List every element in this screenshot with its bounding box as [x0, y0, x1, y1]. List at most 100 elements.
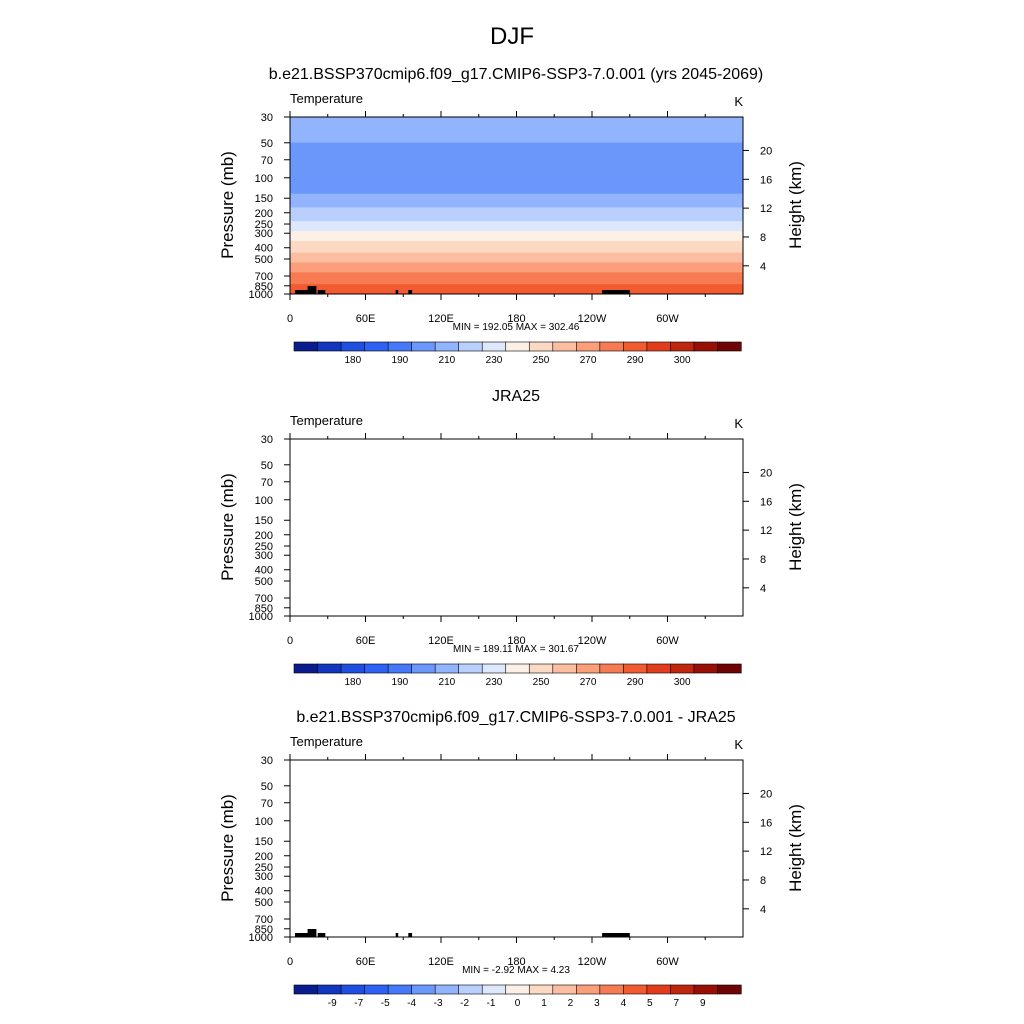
y-axis-right-title: Height (km)	[786, 804, 805, 892]
x-tick-label: 60W	[656, 956, 679, 968]
field-band	[290, 587, 743, 590]
field-band	[290, 488, 743, 491]
field-band	[290, 583, 743, 586]
field-band	[290, 441, 743, 444]
y-right-tick-label: 16	[760, 496, 772, 508]
colorbar-box	[670, 663, 695, 674]
field-band	[290, 543, 743, 546]
field-band	[290, 512, 743, 515]
y-tick-label: 50	[261, 138, 273, 150]
colorbar-box	[481, 984, 507, 995]
topography-block	[408, 290, 413, 294]
x-tick-label: 120W	[578, 313, 607, 325]
colorbar-label: 210	[439, 677, 456, 688]
field-band	[290, 486, 743, 489]
y-right-tick-label: 20	[760, 788, 772, 800]
field-band	[290, 236, 743, 240]
field-band	[290, 459, 743, 462]
field-band	[290, 282, 743, 285]
colorbar: 180 190 210 230 250 270 290 300	[293, 341, 742, 366]
field-feature	[517, 863, 618, 883]
field-band	[290, 770, 743, 773]
field-band	[290, 549, 743, 552]
colorbar-label: 180	[344, 677, 361, 688]
field-band	[290, 778, 743, 781]
field-band	[290, 892, 743, 895]
field-band	[290, 799, 743, 802]
field-band	[290, 290, 743, 293]
colorbar-box	[364, 341, 389, 352]
field-band	[290, 179, 743, 183]
y-tick-label: 30	[261, 434, 273, 446]
colorbar: 180 190 210 230 250 270 290 300	[293, 663, 742, 688]
field-band	[290, 768, 743, 771]
field-band	[290, 199, 743, 203]
y-right-tick-label: 20	[760, 467, 772, 479]
y-tick-label: 50	[261, 460, 273, 472]
colorbar-box	[340, 663, 366, 674]
colorbar-box	[340, 341, 366, 352]
y-tick-label: 300	[255, 871, 273, 883]
field-band	[290, 870, 743, 873]
field-band	[290, 183, 743, 187]
field-band	[290, 156, 743, 159]
field-band	[290, 260, 743, 264]
field-band	[290, 878, 743, 881]
field-band	[290, 843, 743, 846]
field-band	[290, 539, 743, 542]
field-band	[290, 227, 743, 230]
field-band	[290, 801, 743, 804]
plot-frame	[289, 759, 744, 938]
field-band	[290, 561, 743, 564]
field-band	[290, 585, 743, 588]
colorbar-box	[528, 984, 554, 995]
x-tick-label: 0	[287, 956, 293, 968]
field-band	[290, 474, 743, 477]
field-band	[290, 272, 743, 275]
field-band	[290, 195, 743, 199]
colorbar-label: 180	[344, 355, 361, 366]
field-band	[290, 902, 743, 905]
field-band	[290, 598, 743, 601]
field-band	[290, 588, 743, 591]
field-band	[290, 266, 743, 270]
colorbar-label: 230	[486, 355, 503, 366]
field-band	[290, 923, 743, 926]
y-tick-label: 850	[255, 281, 273, 293]
field-band	[290, 286, 743, 289]
panel-difference: b.e21.BSSP370cmip6.f09_g17.CMIP6-SSP3-7.…	[218, 709, 805, 1009]
x-tick-label: 60E	[356, 956, 376, 968]
field-band	[290, 557, 743, 560]
colorbar-box	[693, 341, 719, 352]
y-tick-label: 700	[255, 271, 273, 283]
y-tick-label: 50	[261, 781, 273, 793]
field-band	[290, 451, 743, 454]
topography-block	[395, 933, 399, 937]
colorbar-box	[528, 663, 554, 674]
colorbar-label: 4	[621, 998, 627, 1009]
field-band	[290, 203, 743, 207]
field-band	[290, 817, 743, 820]
topography-block	[295, 290, 311, 294]
y-right-tick-label: 8	[760, 875, 766, 887]
colorbar-label: 7	[674, 998, 680, 1009]
field-band	[290, 514, 743, 517]
field-band	[290, 262, 743, 266]
colorbar-box	[293, 984, 319, 995]
field-band	[290, 590, 743, 593]
field-band	[290, 174, 743, 177]
colorbar-label: 290	[627, 355, 644, 366]
colorbar-box	[505, 984, 530, 995]
field-band	[290, 233, 743, 236]
x-tick-label: 60W	[656, 313, 679, 325]
field-band	[290, 136, 743, 140]
field-band	[290, 537, 743, 540]
field-band	[290, 791, 743, 794]
field-band	[290, 219, 743, 222]
field-band	[290, 874, 743, 877]
field-band	[290, 821, 743, 824]
field-band	[290, 278, 743, 281]
field-band	[290, 504, 743, 507]
field-band	[290, 268, 743, 271]
colorbar-box	[434, 984, 460, 995]
